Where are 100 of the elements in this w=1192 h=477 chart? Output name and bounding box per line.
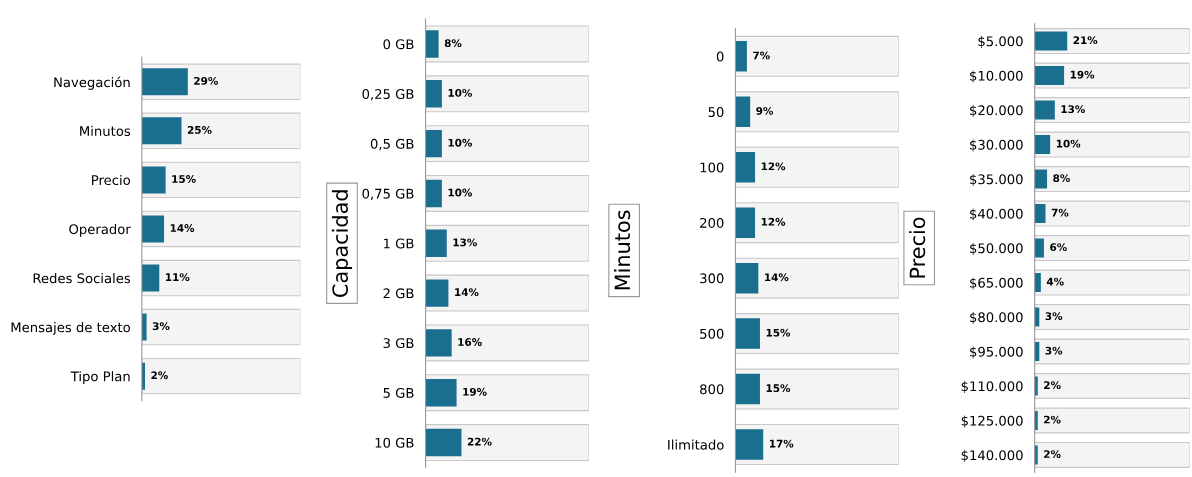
y-tick-label: 0 xyxy=(716,51,724,62)
bar xyxy=(1034,66,1065,86)
y-tick-label: $40.000 xyxy=(970,208,1023,221)
bar xyxy=(1034,166,1190,193)
bar xyxy=(425,379,457,407)
data-label: 2% xyxy=(1044,415,1061,424)
bar xyxy=(735,96,751,128)
bar xyxy=(425,75,589,113)
bar xyxy=(1034,31,1068,51)
y-tick-label: $110.000 xyxy=(961,380,1023,393)
bar xyxy=(425,179,442,208)
data-label: 25% xyxy=(187,125,212,134)
data-label: 14% xyxy=(455,288,479,297)
y-tick-label: Tipo Plan xyxy=(70,371,130,384)
bar xyxy=(1034,407,1190,434)
y-tick-label: $35.000 xyxy=(970,174,1023,187)
bar xyxy=(141,215,165,243)
data-label: 3% xyxy=(1045,312,1063,321)
bar xyxy=(141,264,160,292)
data-label: 21% xyxy=(1073,36,1098,45)
data-label: 15% xyxy=(172,175,196,183)
y-tick-label: $5.000 xyxy=(978,36,1023,49)
data-label: 6% xyxy=(1050,243,1067,252)
bar xyxy=(141,357,301,395)
data-label: 22% xyxy=(467,437,492,446)
bar xyxy=(425,279,449,307)
y-tick-label: Minutos xyxy=(80,125,131,137)
y-tick-label: Operador xyxy=(69,223,131,237)
y-tick-label: 5 GB xyxy=(383,387,414,398)
data-label: 29% xyxy=(194,76,218,85)
data-label: 8% xyxy=(1053,174,1070,183)
y-tick-label: 1 GB xyxy=(384,238,414,249)
data-label: 10% xyxy=(448,138,473,147)
bar xyxy=(735,207,756,238)
bar xyxy=(1034,238,1044,258)
data-label: 14% xyxy=(170,224,195,232)
bar xyxy=(735,262,759,294)
bar xyxy=(425,428,462,457)
y-tick-label: Redes Sociales xyxy=(33,273,131,284)
data-label: 10% xyxy=(448,88,473,97)
y-tick-label: $10.000 xyxy=(970,70,1023,83)
bar xyxy=(1034,411,1038,430)
bar xyxy=(1034,204,1046,224)
y-tick-label: $125.000 xyxy=(961,415,1023,428)
data-label: 9% xyxy=(756,106,774,115)
bar xyxy=(1034,376,1038,396)
y-tick-label: 100 xyxy=(700,162,724,173)
y-tick-label: 10 GB xyxy=(375,437,414,448)
data-label: 12% xyxy=(761,162,786,171)
bar xyxy=(425,129,442,158)
bar xyxy=(1034,235,1190,262)
y-tick-label: Mensajes de texto xyxy=(11,322,131,335)
bar xyxy=(735,91,899,133)
data-label: 16% xyxy=(458,338,482,346)
y-tick-label: 2 GB xyxy=(383,288,414,299)
bar xyxy=(1034,131,1190,158)
bar xyxy=(141,117,182,145)
bar xyxy=(425,329,452,357)
bar xyxy=(1034,100,1055,120)
data-label: 13% xyxy=(1061,105,1085,114)
y-tick-label: Navegación xyxy=(54,76,130,90)
y-axis-title: Precio xyxy=(909,217,926,278)
bar xyxy=(425,229,447,257)
bar xyxy=(1034,338,1190,365)
y-tick-label: 0,25 GB xyxy=(362,89,414,101)
y-tick-label: 0 GB xyxy=(383,39,414,50)
data-label: 2% xyxy=(151,371,168,380)
data-label: 3% xyxy=(152,322,170,331)
data-label: 17% xyxy=(769,439,794,448)
bar xyxy=(1034,169,1048,189)
data-label: 10% xyxy=(1056,139,1081,148)
data-label: 7% xyxy=(1051,208,1069,217)
data-label: 14% xyxy=(765,273,789,282)
bar xyxy=(735,152,756,183)
bar xyxy=(141,68,188,96)
bar xyxy=(735,318,760,349)
y-tick-label: 0,75 GB xyxy=(362,188,414,200)
bar xyxy=(425,125,589,163)
data-label: 3% xyxy=(1045,346,1063,355)
bar xyxy=(141,259,301,297)
y-tick-label: 300 xyxy=(700,273,724,284)
data-label: 2% xyxy=(1044,381,1061,390)
data-label: 15% xyxy=(766,384,791,393)
y-tick-label: $95.000 xyxy=(970,346,1023,359)
bar xyxy=(1034,200,1190,227)
y-axis-title: Capacidad xyxy=(331,190,353,297)
y-tick-label: 800 xyxy=(700,384,724,395)
bar xyxy=(425,25,589,63)
data-label: 12% xyxy=(761,217,786,226)
bar xyxy=(141,313,147,341)
data-label: 4% xyxy=(1046,277,1064,286)
bar xyxy=(1034,269,1190,296)
data-label: 19% xyxy=(1070,70,1095,79)
y-tick-label: 50 xyxy=(708,107,724,117)
data-label: 11% xyxy=(166,273,190,282)
bar xyxy=(735,373,760,405)
bar xyxy=(1034,445,1038,465)
bar xyxy=(141,308,301,346)
bar xyxy=(1034,97,1190,124)
bar xyxy=(141,362,146,390)
